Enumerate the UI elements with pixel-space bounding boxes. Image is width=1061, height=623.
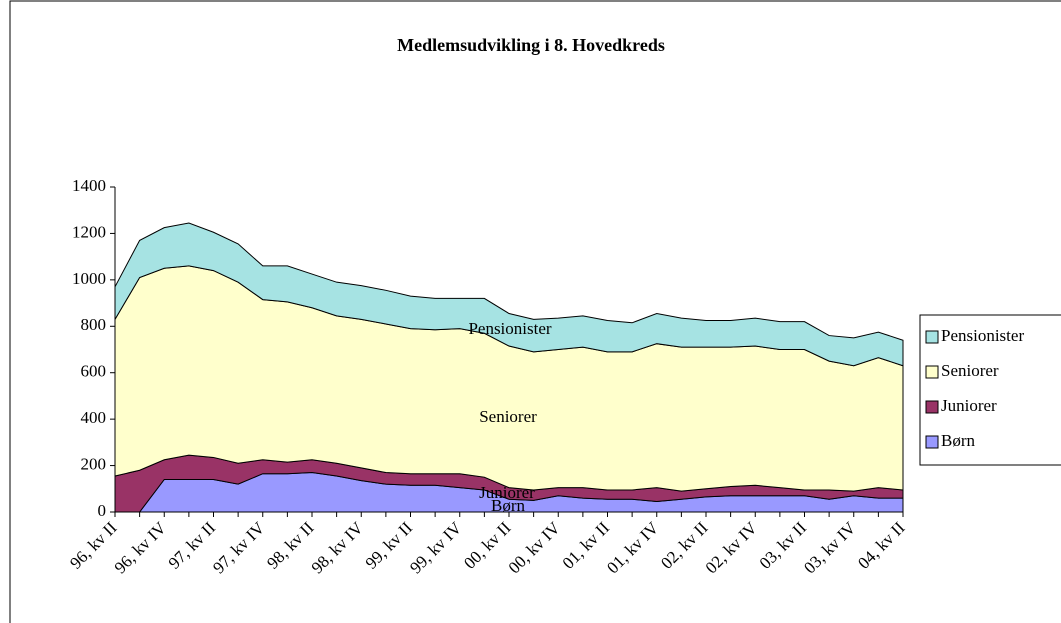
legend-swatch: [925, 365, 939, 379]
legend-label: Børn: [941, 431, 976, 450]
series-label: Børn: [491, 496, 526, 515]
y-tick-label: 800: [81, 315, 107, 334]
legend-label: Pensionister: [941, 326, 1024, 345]
y-tick-label: 1000: [72, 269, 106, 288]
y-tick-label: 1200: [72, 222, 106, 241]
series-label: Seniorer: [479, 407, 537, 426]
legend-label: Seniorer: [941, 361, 999, 380]
legend-swatch: [925, 400, 939, 414]
legend-label: Juniorer: [941, 396, 997, 415]
y-tick-label: 600: [81, 362, 107, 381]
y-tick-label: 1400: [72, 176, 106, 195]
legend-swatch: [925, 435, 939, 449]
series-label: Juniorer: [479, 483, 535, 502]
y-tick-label: 400: [81, 408, 107, 427]
chart-title: Medlemsudvikling i 8. Hovedkreds: [397, 35, 665, 55]
area: [114, 222, 904, 367]
legend-swatch: [925, 330, 939, 344]
y-tick-label: 0: [98, 501, 107, 520]
series-label: Pensionister: [468, 319, 551, 338]
legend-box: [919, 314, 1061, 466]
y-tick-label: 200: [81, 454, 107, 473]
